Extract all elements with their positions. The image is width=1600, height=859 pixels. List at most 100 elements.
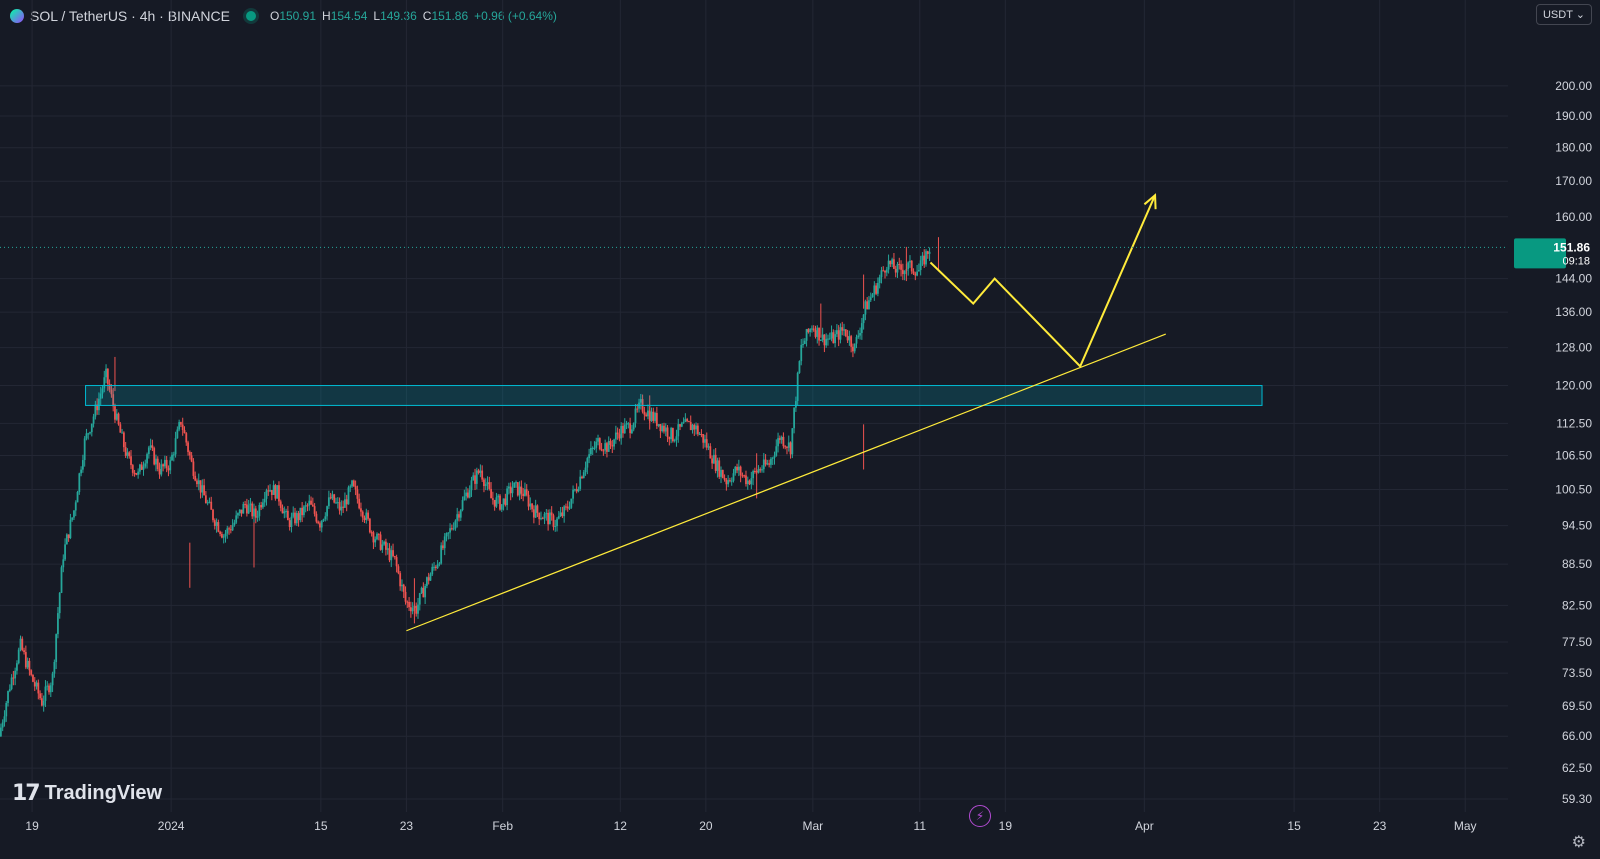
candle [115, 409, 118, 421]
candle-body [206, 502, 209, 504]
candle-body [35, 682, 38, 687]
candle-body [370, 532, 373, 534]
candle [51, 671, 54, 693]
candle-body [40, 698, 43, 706]
candle-body [106, 368, 109, 384]
candle-body [689, 421, 692, 431]
candle-body [923, 255, 926, 265]
trendline [406, 333, 1166, 632]
candle-body [894, 268, 897, 273]
candle [149, 438, 152, 451]
candle [272, 480, 275, 496]
candle-body [44, 686, 47, 701]
candle-body [809, 329, 812, 333]
candle [131, 463, 134, 477]
candle [381, 539, 384, 553]
candle-body [49, 685, 52, 693]
candle [825, 333, 828, 348]
candle-body [474, 475, 476, 484]
candle-body [916, 271, 918, 276]
candle-body [736, 466, 738, 471]
candle-body [319, 523, 321, 528]
lightning-icon[interactable]: ⚡ [969, 805, 991, 827]
candle [543, 511, 546, 525]
candle-body [700, 434, 703, 436]
candle [714, 448, 717, 474]
candle-body [249, 503, 252, 506]
date-tick-label: Mar [802, 819, 823, 833]
candle [707, 443, 710, 451]
currency-label: USDT [1542, 9, 1573, 21]
currency-selector[interactable]: USDT ⌄ [1535, 4, 1592, 25]
candle-body [900, 264, 902, 270]
candle [21, 636, 24, 652]
candle-body [868, 300, 870, 310]
candle-body [101, 388, 104, 394]
candle [894, 265, 897, 278]
candle-body [926, 251, 929, 254]
candle-body [358, 498, 361, 509]
candle-body [816, 327, 819, 337]
candle-body [288, 520, 291, 527]
candle-body [729, 480, 731, 482]
candle [757, 465, 760, 474]
candle [500, 504, 503, 513]
candle-body [140, 464, 143, 470]
candle [292, 506, 295, 519]
candle [547, 509, 550, 531]
candle [422, 582, 425, 598]
candle [643, 406, 646, 421]
candle [46, 681, 49, 691]
candle-body [28, 660, 31, 671]
candle-body [613, 439, 615, 447]
candle-body [490, 488, 492, 499]
candle [871, 292, 874, 298]
candle [142, 461, 145, 476]
candle-body [604, 443, 607, 451]
candle-body [509, 486, 512, 494]
candle [884, 270, 886, 279]
candle-body [834, 334, 837, 344]
candle-body [434, 566, 437, 569]
candle [477, 468, 480, 475]
candle-body [468, 490, 471, 498]
candle-body [401, 584, 403, 587]
symbol-icon[interactable] [10, 9, 24, 23]
candle [237, 512, 239, 519]
candle-body [794, 401, 797, 408]
candle [914, 271, 917, 281]
candle-body [14, 670, 17, 679]
candle-body [602, 450, 605, 452]
candle [784, 445, 787, 450]
candle-body [825, 338, 828, 346]
last-price-badge [1514, 238, 1566, 269]
candle-body [481, 470, 484, 480]
candle [322, 518, 325, 522]
candle [481, 465, 484, 482]
candle-body [272, 485, 275, 495]
candle [185, 432, 188, 446]
candle [85, 428, 88, 441]
candle-body [304, 505, 307, 507]
candle [278, 481, 280, 506]
candle [160, 459, 163, 477]
candle [878, 274, 881, 289]
candle-body [178, 422, 181, 430]
candle [777, 432, 779, 453]
candle [727, 475, 730, 488]
price-tick-label: 69.50 [1562, 699, 1592, 713]
candle [110, 384, 113, 398]
candle-body [228, 528, 230, 530]
symbol-title[interactable]: SOL / TetherUS · 4h · BINANCE [30, 8, 230, 24]
candle [679, 423, 681, 431]
drawings [85, 193, 1263, 632]
gear-icon[interactable]: ⚙ [1571, 834, 1586, 851]
candle-body [793, 407, 796, 429]
candle [579, 469, 582, 491]
candle [265, 488, 268, 506]
candle [916, 264, 918, 277]
candle-body [42, 700, 45, 706]
candle-body [327, 497, 330, 507]
candle [434, 565, 437, 571]
